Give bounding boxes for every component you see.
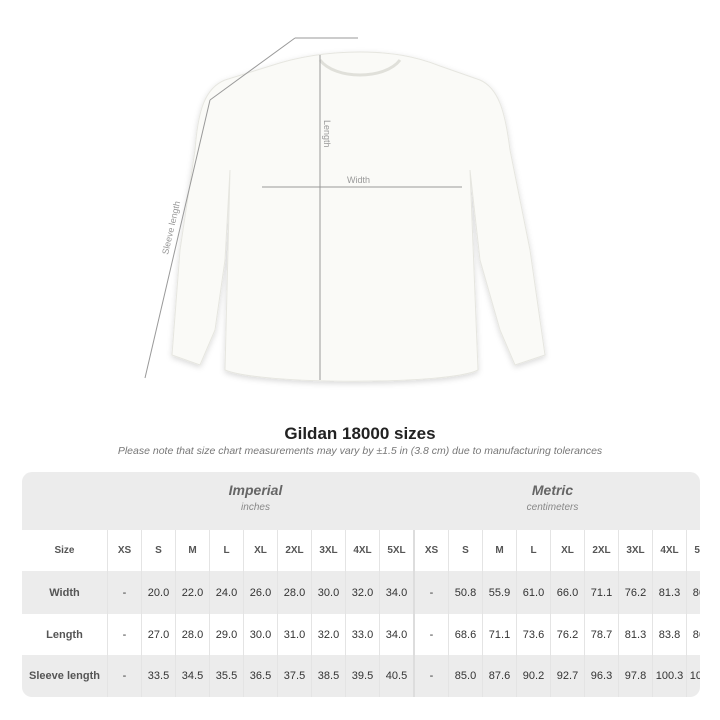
value-cell: 83.8 — [652, 614, 686, 655]
size-cell: S — [448, 530, 482, 571]
size-cell: XL — [550, 530, 584, 571]
sweatshirt-illustration: Length Width Sleeve length — [144, 37, 546, 382]
size-cell: L — [516, 530, 550, 571]
value-cell: 34.5 — [175, 655, 209, 697]
value-cell: 36.5 — [243, 655, 277, 697]
value-cell: 35.5 — [209, 655, 243, 697]
size-cell: 3XL — [311, 530, 345, 571]
value-cell: 102.9 — [686, 655, 700, 697]
size-cell: 2XL — [277, 530, 311, 571]
value-cell: 24.0 — [209, 571, 243, 614]
value-cell: 71.1 — [482, 614, 516, 655]
table-row: Width -20.0 22.0 24.0 26.0 28.0 30.0 32.0 34.0-5… — [22, 571, 700, 614]
value-cell: 100.3 — [652, 655, 686, 697]
size-cell: M — [482, 530, 516, 571]
value-cell: 50.8 — [448, 571, 482, 614]
value-cell: 33.5 — [141, 655, 175, 697]
size-cell: 5XL — [379, 530, 413, 571]
value-cell: 90.2 — [516, 655, 550, 697]
value-cell: - — [107, 571, 141, 614]
value-cell: 34.0 — [379, 571, 413, 614]
value-cell: 30.0 — [311, 571, 345, 614]
sleeve-length-label: Sleeve length — [160, 200, 182, 255]
value-cell: 39.5 — [345, 655, 379, 697]
length-label: Length — [322, 120, 332, 148]
size-cell: 2XL — [584, 530, 618, 571]
table-row: Length -27.0 28.0 29.0 30.0 31.0 32.0 33.0 34.0-… — [22, 614, 700, 655]
value-cell: 32.0 — [311, 614, 345, 655]
size-header-row: Size XS S M L XL 2XL 3XL 4XL 5XL XS S M L XL 2XL 3XL 4XL 5… — [22, 530, 700, 571]
value-cell: 27.0 — [141, 614, 175, 655]
value-cell: 26.0 — [243, 571, 277, 614]
size-cell: M — [175, 530, 209, 571]
tolerance-note: Please note that size chart measurements… — [117, 445, 603, 457]
value-cell: 28.0 — [175, 614, 209, 655]
value-cell: - — [413, 655, 448, 697]
value-cell: 66.0 — [550, 571, 584, 614]
row-label: Width — [49, 586, 80, 599]
value-cell: 97.8 — [618, 655, 652, 697]
value-cell: 28.0 — [277, 571, 311, 614]
value-cell: 33.0 — [345, 614, 379, 655]
value-cell: 34.0 — [379, 614, 413, 655]
value-cell: 76.2 — [550, 614, 584, 655]
metric-header: Metric centimeters — [526, 482, 579, 513]
value-cell: 32.0 — [345, 571, 379, 614]
page-title: Gildan 18000 sizes — [284, 424, 436, 443]
value-cell: 29.0 — [209, 614, 243, 655]
value-cell: 73.6 — [516, 614, 550, 655]
row-label: Size — [54, 545, 75, 556]
value-cell: 68.6 — [448, 614, 482, 655]
imperial-header: Imperial inches — [228, 482, 283, 513]
value-cell: 78.7 — [584, 614, 618, 655]
value-cell: 76.2 — [618, 571, 652, 614]
value-cell: 86.4 — [686, 571, 700, 614]
value-cell: - — [107, 655, 141, 697]
size-cell: 4XL — [652, 530, 686, 571]
value-cell: 92.7 — [550, 655, 584, 697]
value-cell: - — [107, 614, 141, 655]
value-cell: 81.3 — [618, 614, 652, 655]
value-cell: 40.5 — [379, 655, 413, 697]
value-cell: - — [413, 571, 448, 614]
value-cell: 71.1 — [584, 571, 618, 614]
value-cell: 20.0 — [141, 571, 175, 614]
size-cell: L — [209, 530, 243, 571]
size-cell: XS — [107, 530, 141, 571]
size-cell: XS — [413, 530, 448, 571]
value-cell: 22.0 — [175, 571, 209, 614]
value-cell: 96.3 — [584, 655, 618, 697]
size-cell: S — [141, 530, 175, 571]
value-cell: 85.0 — [448, 655, 482, 697]
value-cell: 38.5 — [311, 655, 345, 697]
value-cell: - — [413, 614, 448, 655]
size-table: Imperial inches Metric centimeters Size XS S… — [22, 472, 700, 697]
row-label: Sleeve length — [29, 670, 100, 682]
value-cell: 55.9 — [482, 571, 516, 614]
value-cell: 81.3 — [652, 571, 686, 614]
size-cell: 3XL — [618, 530, 652, 571]
size-cell: XL — [243, 530, 277, 571]
value-cell: 37.5 — [277, 655, 311, 697]
row-label: Length — [46, 628, 83, 641]
width-label: Width — [347, 175, 370, 185]
value-cell: 30.0 — [243, 614, 277, 655]
size-cell: 5XL — [686, 530, 700, 571]
value-cell: 61.0 — [516, 571, 550, 614]
table-row: Sleeve length -33.5 34.5 35.5 36.5 37.5 38.5 39… — [22, 655, 700, 697]
value-cell: 87.6 — [482, 655, 516, 697]
value-cell: 31.0 — [277, 614, 311, 655]
size-cell: 4XL — [345, 530, 379, 571]
value-cell: 86.4 — [686, 614, 700, 655]
